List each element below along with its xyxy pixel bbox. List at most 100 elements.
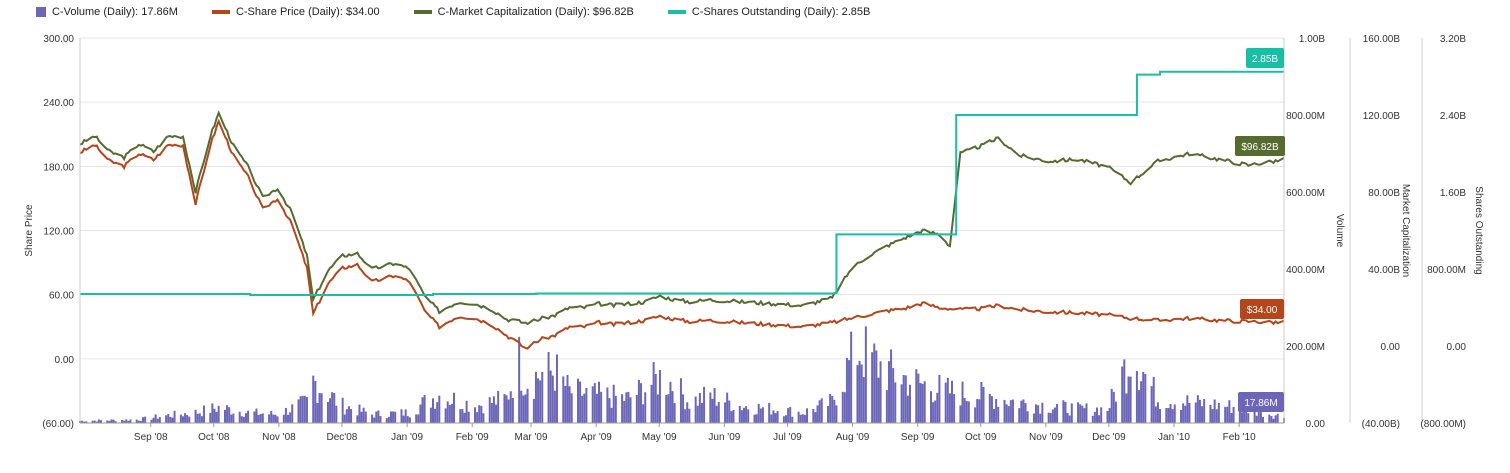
volume-bar	[450, 403, 453, 423]
volume-bar	[598, 381, 601, 423]
volume-bar	[247, 410, 250, 423]
volume-bar	[539, 380, 542, 423]
volume-bar	[921, 383, 924, 423]
volume-bar	[717, 402, 720, 423]
volume-bar	[144, 416, 147, 423]
volume-bar	[583, 393, 586, 423]
volume-bar	[303, 395, 306, 423]
volume-bar	[965, 401, 968, 423]
volume-bar	[625, 392, 628, 423]
legend-item-volume[interactable]: C-Volume (Daily): 17.86M	[36, 6, 178, 18]
volume-bar	[1230, 413, 1233, 423]
volume-bar	[1024, 403, 1027, 423]
volume-bar	[568, 386, 571, 423]
volume-bar	[1245, 406, 1248, 423]
shares-badge-bg	[1246, 48, 1284, 68]
volume-bar	[1274, 415, 1277, 423]
volume-bar	[184, 413, 187, 423]
share-price-line	[79, 118, 1285, 350]
volume-bar	[137, 420, 140, 423]
volume-bar	[524, 394, 527, 423]
volume-bar	[711, 398, 714, 423]
volume-bar	[757, 403, 760, 423]
series-lines	[79, 70, 1285, 350]
volume-bar	[579, 381, 582, 423]
volume-badge-bg	[1238, 392, 1284, 412]
volume-bar	[316, 403, 319, 423]
volume-bar	[362, 407, 365, 423]
volume-bar	[375, 411, 378, 423]
volume-bar	[1083, 408, 1086, 423]
legend-item-marketcap[interactable]: C-Market Capitalization (Daily): $96.82B	[413, 6, 634, 18]
volume-bar	[158, 417, 161, 423]
legend-label-marketcap: C-Market Capitalization (Daily): $96.82B	[437, 6, 634, 18]
volume-bar	[772, 410, 775, 423]
volume-bar	[238, 411, 241, 423]
volume-bar	[774, 413, 777, 423]
volume-bar	[652, 362, 655, 423]
volume-bar	[801, 414, 804, 423]
volume-bar	[1041, 402, 1044, 423]
volume-bar	[812, 409, 815, 423]
volume-bar	[257, 414, 260, 423]
volume-bar	[1039, 413, 1042, 423]
volume-bar	[297, 399, 300, 423]
volume-bar	[1079, 404, 1082, 423]
volume-bar	[1007, 406, 1010, 423]
volume-bar	[1049, 412, 1052, 423]
volume-bar	[1182, 403, 1185, 423]
volume-bar	[1051, 409, 1054, 423]
volume-bar	[1098, 415, 1101, 423]
legend: C-Volume (Daily): 17.86M C-Share Price (…	[36, 6, 870, 18]
volume-bar	[963, 398, 966, 423]
x-axis-tick-label: Sep '09	[901, 432, 935, 443]
volume-bar	[841, 391, 844, 423]
volume-bar	[873, 343, 876, 423]
volume-bar	[1232, 406, 1235, 423]
volume-bar	[1203, 398, 1206, 423]
volume-bar	[995, 398, 998, 423]
volume-bar	[522, 395, 525, 423]
volume-bar	[404, 409, 407, 423]
marketcap-axis-tick-label: (40.00B)	[1362, 419, 1400, 430]
volume-bar	[564, 385, 567, 423]
marketcap-axis-tick-label: 40.00B	[1368, 265, 1400, 276]
volume-bar	[1066, 412, 1069, 423]
marketcap-axis-tick-label: 80.00B	[1368, 188, 1400, 199]
volume-bar	[894, 382, 897, 423]
volume-bar	[83, 421, 86, 423]
volume-bar	[1047, 412, 1050, 423]
legend-item-shares[interactable]: C-Shares Outstanding (Daily): 2.85B	[667, 6, 870, 18]
volume-bar	[463, 412, 466, 423]
volume-bar	[742, 407, 745, 423]
volume-bar	[1035, 404, 1038, 423]
volume-bar	[110, 419, 113, 423]
volume-bar	[747, 409, 750, 423]
volume-bar	[892, 368, 895, 423]
shares-axis-title: Shares Outstanding	[1473, 186, 1484, 274]
volume-bar	[696, 405, 699, 423]
volume-bar	[1144, 374, 1147, 423]
x-axis-tick-label: Jan '09	[391, 432, 423, 443]
legend-item-price[interactable]: C-Share Price (Daily): $34.00	[211, 6, 380, 18]
volume-bar	[833, 399, 836, 423]
volume-bar	[595, 393, 598, 423]
volume-bar	[1259, 408, 1262, 423]
volume-bar	[347, 406, 350, 423]
volume-bar	[827, 405, 830, 423]
volume-bar	[1009, 400, 1012, 423]
volume-bar	[490, 403, 493, 423]
volume-bar	[448, 404, 451, 423]
volume-bar	[1091, 415, 1094, 423]
volume-bar	[1188, 403, 1191, 423]
volume-bar	[492, 396, 495, 423]
legend-swatch-price	[211, 10, 230, 14]
volume-bar	[1180, 409, 1183, 423]
volume-bar	[509, 391, 512, 423]
volume-bar	[169, 416, 172, 423]
volume-bar	[488, 397, 491, 423]
volume-bar	[610, 407, 613, 423]
volume-bar	[982, 387, 985, 423]
volume-bar	[541, 372, 544, 423]
volume-bar	[478, 405, 481, 423]
